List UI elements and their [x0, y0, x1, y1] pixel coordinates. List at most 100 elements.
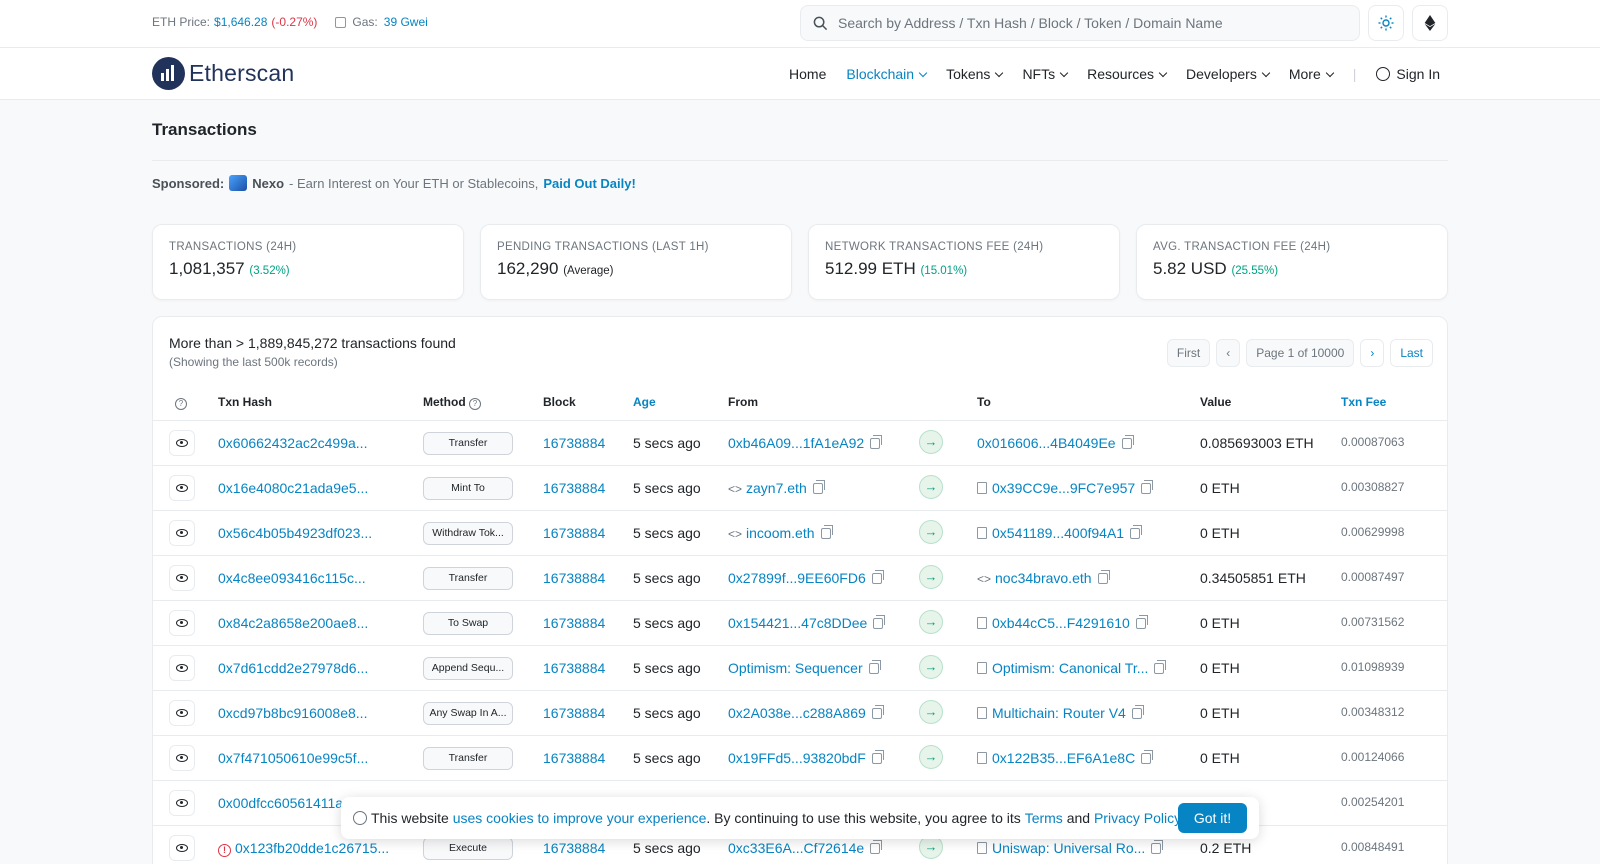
copy-icon[interactable]	[1154, 660, 1167, 674]
etherscan-logo[interactable]: Etherscan	[152, 57, 294, 90]
search-box[interactable]	[800, 5, 1360, 41]
txn-hash-link[interactable]: 0xcd97b8bc916008e8...	[218, 705, 368, 721]
preview-button[interactable]	[169, 565, 195, 591]
copy-icon[interactable]	[1151, 840, 1164, 854]
preview-button[interactable]	[169, 655, 195, 681]
eye-icon	[176, 484, 188, 492]
from-address-link[interactable]: 0x2A038e...c288A869	[728, 705, 866, 721]
to-address-link[interactable]: 0x122B35...EF6A1e8C	[992, 750, 1136, 766]
copy-icon[interactable]	[1097, 570, 1110, 584]
preview-button[interactable]	[169, 610, 195, 636]
txn-hash-link[interactable]: 0x7d61cdd2e27978d6...	[218, 660, 369, 676]
to-address-link[interactable]: Optimism: Canonical Tr...	[992, 660, 1149, 676]
search-input[interactable]	[838, 15, 1338, 31]
theme-toggle-button[interactable]	[1368, 5, 1404, 41]
copy-icon[interactable]	[871, 705, 884, 719]
block-link[interactable]: 16738884	[543, 435, 606, 451]
txn-hash-link[interactable]: 0x4c8ee093416c115c...	[218, 570, 366, 586]
copy-icon[interactable]	[870, 840, 883, 854]
preview-button[interactable]	[169, 790, 195, 816]
eth-price-value[interactable]: $1,646.28	[214, 15, 268, 29]
block-link[interactable]: 16738884	[543, 840, 606, 856]
preview-button[interactable]	[169, 745, 195, 771]
copy-icon[interactable]	[873, 615, 886, 629]
header-method-label: Method	[423, 395, 466, 409]
txn-hash-link[interactable]: 0x123fb20dde1c26715...	[235, 840, 390, 856]
first-page-button[interactable]: First	[1166, 339, 1211, 367]
block-link[interactable]: 16738884	[543, 570, 606, 586]
nav-blockchain[interactable]: Blockchain	[846, 66, 928, 82]
next-page-button[interactable]: ›	[1360, 339, 1385, 367]
sponsor-cta-link[interactable]: Paid Out Daily!	[543, 175, 636, 191]
network-switch-button[interactable]	[1412, 5, 1448, 41]
gas-value[interactable]: 39 Gwei	[383, 15, 428, 29]
from-address-link[interactable]: 0xb46A09...1fA1eA92	[728, 435, 865, 451]
to-address-link[interactable]: 0x016606...4B4049Ee	[977, 435, 1116, 451]
nav-developers[interactable]: Developers	[1186, 66, 1271, 82]
nav-tokens[interactable]: Tokens	[946, 66, 1004, 82]
header-txn-fee-toggle[interactable]: Txn Fee	[1341, 395, 1387, 409]
header-help[interactable]: ?	[175, 395, 187, 410]
txn-hash-link[interactable]: 0x7f471050610e99c5f...	[218, 750, 369, 766]
txn-hash-link[interactable]: 0x00dfcc60561411a	[218, 795, 344, 811]
cookie-policy-link[interactable]: uses cookies to improve your experience	[452, 810, 707, 826]
copy-icon[interactable]	[870, 435, 883, 449]
from-address-link[interactable]: 0x27899f...9EE60FD6	[728, 570, 866, 586]
terms-link[interactable]: Terms	[1024, 810, 1063, 826]
table-row: 0x56c4b05b4923df023... Withdraw Tok... 1…	[153, 511, 1447, 556]
header-age-toggle[interactable]: Age	[633, 395, 656, 409]
age-text: 5 secs ago	[633, 525, 701, 541]
nav-nfts[interactable]: NFTs	[1022, 66, 1069, 82]
from-address-link[interactable]: incoom.eth	[746, 525, 815, 541]
copy-icon[interactable]	[1141, 750, 1154, 764]
from-address-link[interactable]: 0x154421...47c8DDee	[728, 615, 868, 631]
privacy-policy-link[interactable]: Privacy Policy	[1093, 810, 1182, 826]
copy-icon[interactable]	[871, 570, 884, 584]
nav-home[interactable]: Home	[789, 66, 826, 82]
copy-icon[interactable]	[1130, 525, 1143, 539]
eye-icon	[176, 709, 188, 717]
to-address-link[interactable]: 0x39CC9e...9FC7e957	[992, 480, 1136, 496]
copy-icon[interactable]	[871, 750, 884, 764]
block-link[interactable]: 16738884	[543, 525, 606, 541]
block-link[interactable]: 16738884	[543, 660, 606, 676]
block-link[interactable]: 16738884	[543, 480, 606, 496]
block-link[interactable]: 16738884	[543, 615, 606, 631]
preview-button[interactable]	[169, 835, 195, 861]
copy-icon[interactable]	[1131, 705, 1144, 719]
preview-button[interactable]	[169, 520, 195, 546]
to-address-link[interactable]: 0x541189...400f94A1	[992, 525, 1125, 541]
txn-hash-link[interactable]: 0x16e4080c21ada9e5...	[218, 480, 369, 496]
copy-icon[interactable]	[1135, 615, 1148, 629]
from-address-link[interactable]: 0xc33E6A...Cf72614e	[728, 840, 865, 856]
copy-icon[interactable]	[1121, 435, 1134, 449]
to-address-link[interactable]: 0xb44cC5...F4291610	[992, 615, 1130, 631]
copy-icon[interactable]	[868, 660, 881, 674]
to-address-link[interactable]: noc34bravo.eth	[995, 570, 1092, 586]
txn-hash-link[interactable]: 0x56c4b05b4923df023...	[218, 525, 373, 541]
from-address-link[interactable]: 0x19FFd5...93820bdF	[728, 750, 866, 766]
copy-icon[interactable]	[820, 525, 833, 539]
block-link[interactable]: 16738884	[543, 705, 606, 721]
preview-button[interactable]	[169, 475, 195, 501]
copy-icon[interactable]	[1141, 480, 1154, 494]
block-link[interactable]: 16738884	[543, 750, 606, 766]
table-row: 0x4c8ee093416c115c... Transfer 16738884 …	[153, 556, 1447, 601]
nav-sign-in[interactable]: Sign In	[1376, 66, 1440, 82]
txn-hash-link[interactable]: 0x60662432ac2c499a...	[218, 435, 368, 451]
from-address-link[interactable]: zayn7.eth	[746, 480, 807, 496]
nav-more[interactable]: More	[1289, 66, 1335, 82]
copy-icon[interactable]	[812, 480, 825, 494]
prev-page-button[interactable]: ‹	[1216, 339, 1241, 367]
nav-resources[interactable]: Resources	[1087, 66, 1168, 82]
txn-hash-link[interactable]: 0x84c2a8658e200ae8...	[218, 615, 369, 631]
to-address-link[interactable]: Uniswap: Universal Ro...	[992, 840, 1146, 856]
question-circle-icon[interactable]: ?	[469, 398, 481, 410]
preview-button[interactable]	[169, 430, 195, 456]
last-page-button[interactable]: Last	[1390, 339, 1433, 367]
to-address-link[interactable]: Multichain: Router V4	[992, 705, 1126, 721]
from-address-link[interactable]: Optimism: Sequencer	[728, 660, 863, 676]
sponsor-name[interactable]: Nexo	[252, 175, 285, 191]
preview-button[interactable]	[169, 700, 195, 726]
accept-cookies-button[interactable]: Got it!	[1178, 803, 1247, 833]
